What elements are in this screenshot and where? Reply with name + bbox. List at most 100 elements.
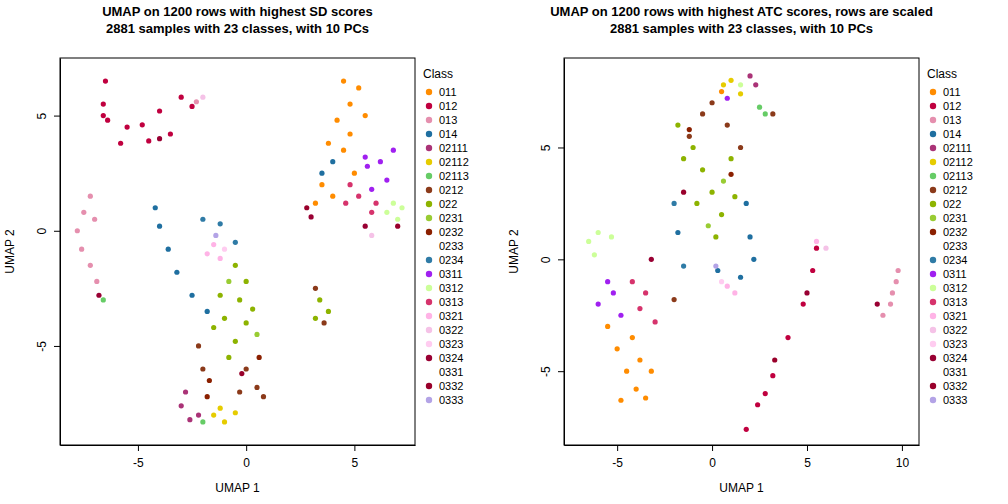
y-tick-label: 0: [539, 256, 553, 263]
point: [611, 290, 616, 295]
point: [378, 159, 383, 164]
legend-label: 0312: [943, 282, 967, 294]
y-tick-mark: [54, 116, 60, 117]
legend-swatch: [930, 369, 936, 375]
x-tick: 0: [709, 445, 716, 470]
point: [313, 286, 318, 291]
point: [233, 240, 238, 245]
point: [319, 171, 324, 176]
point: [352, 171, 357, 176]
legend-label: 0324: [439, 352, 463, 364]
point: [125, 125, 130, 130]
x-tick-label: 0: [243, 456, 250, 470]
point: [92, 217, 97, 222]
y-tick-mark: [558, 259, 564, 260]
point: [146, 138, 151, 143]
point: [207, 378, 212, 383]
point: [618, 398, 623, 403]
legend-label: 0232: [943, 226, 967, 238]
point: [721, 178, 726, 183]
x-tick-label: 10: [896, 456, 910, 470]
point: [326, 309, 331, 314]
point: [88, 194, 93, 199]
legend-swatch: [426, 145, 432, 151]
legend-swatch: [426, 103, 432, 109]
point: [747, 73, 752, 78]
point: [187, 417, 192, 422]
point: [605, 279, 610, 284]
point: [630, 279, 635, 284]
legend-swatch: [426, 173, 432, 179]
point: [804, 290, 809, 295]
point: [239, 371, 244, 376]
point: [395, 217, 400, 222]
point: [118, 141, 123, 146]
point: [728, 78, 733, 83]
x-tick-label: -5: [612, 456, 623, 470]
point: [168, 131, 173, 136]
x-axis: -505: [61, 445, 416, 470]
point: [218, 293, 223, 298]
point: [596, 301, 601, 306]
legend-label: 022: [439, 198, 457, 210]
point: [200, 217, 205, 222]
legend-label: 0331: [943, 366, 967, 378]
legend-label: 0231: [943, 212, 967, 224]
point: [356, 85, 361, 90]
subtitle: 2881 samples with 23 classes, with 10 PC…: [610, 21, 873, 36]
point: [317, 297, 322, 302]
point: [244, 320, 249, 325]
point: [875, 301, 880, 306]
point: [233, 410, 238, 415]
point: [326, 141, 331, 146]
point: [81, 210, 86, 215]
point: [609, 234, 614, 239]
point: [244, 366, 249, 371]
legend-swatch: [930, 285, 936, 291]
point: [672, 201, 677, 206]
x-tick: -5: [612, 445, 623, 470]
point: [244, 279, 249, 284]
point: [356, 194, 361, 199]
point: [105, 118, 110, 123]
point: [179, 403, 184, 408]
point: [200, 419, 205, 424]
y-tick-label: -5: [35, 341, 49, 352]
point: [196, 343, 201, 348]
legend-label: 013: [439, 114, 457, 126]
legend-swatch: [426, 131, 432, 137]
x-tick-mark: [246, 445, 247, 451]
point: [649, 257, 654, 262]
point: [643, 290, 648, 295]
point: [700, 167, 705, 172]
point: [101, 101, 106, 106]
legend-swatch: [426, 229, 432, 235]
point: [709, 190, 714, 195]
legend-label: 014: [439, 128, 457, 140]
point: [211, 412, 216, 417]
point: [744, 427, 749, 432]
point: [237, 297, 242, 302]
y-axis: -505: [35, 59, 61, 446]
point: [189, 293, 194, 298]
legend: Class01101201301402111021120211302120220…: [927, 67, 973, 406]
point: [347, 182, 352, 187]
point: [738, 91, 743, 96]
point: [250, 306, 255, 311]
point: [719, 279, 724, 284]
legend-swatch: [426, 117, 432, 123]
point: [814, 239, 819, 244]
point: [649, 369, 654, 374]
point: [586, 239, 591, 244]
legend-label: 0313: [439, 296, 463, 308]
legend-swatch: [930, 271, 936, 277]
point: [330, 159, 335, 164]
legend-label: 02112: [439, 156, 469, 168]
point: [713, 234, 718, 239]
point: [211, 325, 216, 330]
y-tick: -5: [539, 366, 564, 377]
x-axis: -50510: [565, 445, 920, 470]
point: [200, 95, 205, 100]
x-tick-mark: [354, 445, 355, 451]
point: [770, 111, 775, 116]
